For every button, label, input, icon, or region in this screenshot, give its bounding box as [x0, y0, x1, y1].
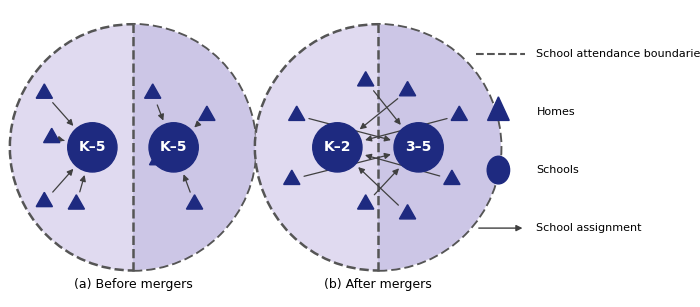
Circle shape	[394, 123, 443, 172]
Polygon shape	[36, 84, 52, 98]
Text: K–5: K–5	[160, 140, 188, 154]
Polygon shape	[444, 170, 460, 185]
Polygon shape	[68, 195, 85, 209]
Polygon shape	[145, 84, 161, 98]
Circle shape	[313, 123, 362, 172]
Polygon shape	[358, 195, 374, 209]
Text: 3–5: 3–5	[405, 140, 432, 154]
Text: K–5: K–5	[78, 140, 106, 154]
Wedge shape	[133, 25, 256, 270]
Text: School attendance boundaries: School attendance boundaries	[536, 49, 700, 59]
Text: Schools: Schools	[536, 165, 579, 175]
Polygon shape	[43, 128, 60, 142]
Circle shape	[255, 24, 501, 270]
Polygon shape	[36, 192, 52, 207]
Text: (b) After mergers: (b) After mergers	[324, 278, 432, 291]
Polygon shape	[199, 106, 215, 120]
Text: Homes: Homes	[536, 107, 575, 117]
Polygon shape	[284, 170, 300, 185]
Circle shape	[149, 123, 198, 172]
Text: (a) Before mergers: (a) Before mergers	[74, 278, 193, 291]
Polygon shape	[400, 205, 416, 219]
Circle shape	[487, 156, 510, 184]
Circle shape	[10, 24, 256, 270]
Polygon shape	[288, 106, 305, 120]
Polygon shape	[358, 72, 374, 86]
Polygon shape	[186, 195, 203, 209]
Polygon shape	[150, 150, 166, 165]
Text: School assignment: School assignment	[536, 223, 642, 233]
Polygon shape	[451, 106, 468, 120]
Wedge shape	[378, 25, 500, 270]
Polygon shape	[488, 97, 509, 120]
Circle shape	[68, 123, 117, 172]
Polygon shape	[400, 81, 416, 96]
Text: K–2: K–2	[323, 140, 351, 154]
